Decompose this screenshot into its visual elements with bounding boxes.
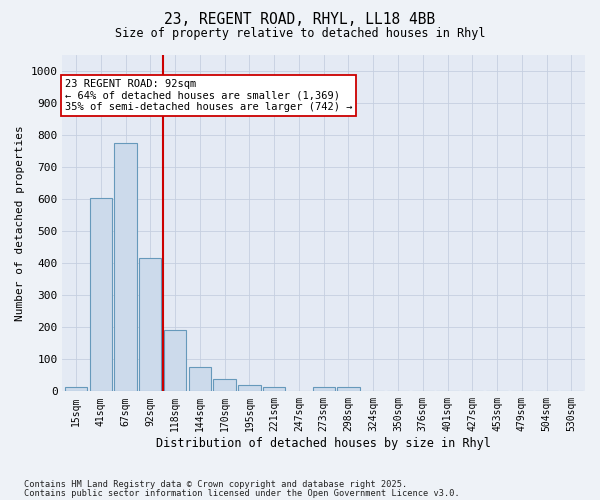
- Bar: [189, 368, 211, 392]
- Y-axis label: Number of detached properties: Number of detached properties: [15, 126, 25, 321]
- Text: Size of property relative to detached houses in Rhyl: Size of property relative to detached ho…: [115, 28, 485, 40]
- Bar: [89, 198, 112, 392]
- Bar: [65, 386, 87, 392]
- Bar: [139, 258, 161, 392]
- Bar: [337, 386, 359, 392]
- Bar: [115, 143, 137, 392]
- Bar: [263, 386, 286, 392]
- Bar: [164, 330, 186, 392]
- Text: 23, REGENT ROAD, RHYL, LL18 4BB: 23, REGENT ROAD, RHYL, LL18 4BB: [164, 12, 436, 28]
- Bar: [238, 385, 260, 392]
- Bar: [313, 386, 335, 392]
- Bar: [214, 378, 236, 392]
- X-axis label: Distribution of detached houses by size in Rhyl: Distribution of detached houses by size …: [156, 437, 491, 450]
- Text: 23 REGENT ROAD: 92sqm
← 64% of detached houses are smaller (1,369)
35% of semi-d: 23 REGENT ROAD: 92sqm ← 64% of detached …: [65, 79, 352, 112]
- Text: Contains public sector information licensed under the Open Government Licence v3: Contains public sector information licen…: [24, 489, 460, 498]
- Text: Contains HM Land Registry data © Crown copyright and database right 2025.: Contains HM Land Registry data © Crown c…: [24, 480, 407, 489]
